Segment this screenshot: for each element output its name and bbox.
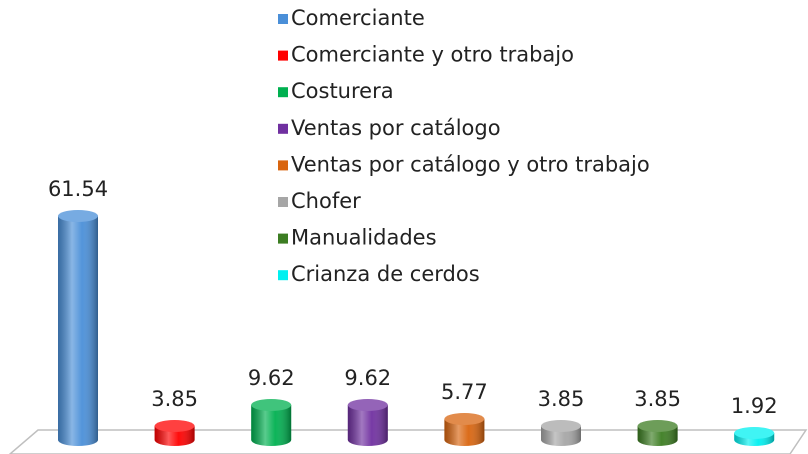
bar-top bbox=[347, 398, 388, 411]
bar-top bbox=[58, 210, 98, 222]
legend-label: Comerciante y otro trabajo bbox=[291, 43, 574, 67]
bar-shade bbox=[58, 216, 98, 446]
legend-swatch bbox=[278, 50, 288, 61]
data-label: 3.85 bbox=[634, 387, 681, 411]
legend-swatch bbox=[278, 160, 288, 171]
legend-label: Manualidades bbox=[291, 226, 437, 250]
data-label: 3.85 bbox=[538, 387, 585, 411]
bar bbox=[734, 427, 775, 446]
bar-top-light bbox=[541, 419, 581, 432]
bar bbox=[637, 419, 678, 446]
bar-top bbox=[734, 427, 775, 440]
legend-swatch bbox=[278, 14, 288, 24]
legend-label: Crianza de cerdos bbox=[291, 262, 480, 286]
legend-label: Comerciante bbox=[291, 6, 425, 30]
legend-label: Chofer bbox=[291, 189, 361, 213]
data-label: 5.77 bbox=[441, 380, 488, 404]
data-label: 3.85 bbox=[151, 387, 198, 411]
bar bbox=[444, 412, 485, 446]
bar-top bbox=[154, 419, 195, 432]
bar-top bbox=[541, 419, 581, 432]
legend-label: Costurera bbox=[291, 79, 394, 103]
bar-top-light bbox=[637, 419, 678, 432]
bar-top bbox=[637, 419, 678, 432]
bar bbox=[541, 419, 581, 446]
legend-swatch bbox=[278, 270, 288, 281]
data-label: 9.62 bbox=[344, 366, 391, 390]
bar-top-light bbox=[154, 419, 195, 432]
bar-shade bbox=[444, 418, 485, 446]
legend-label: Ventas por catálogo y otro trabajo bbox=[291, 152, 650, 176]
bar-top bbox=[251, 398, 292, 411]
bar-shade bbox=[251, 404, 292, 447]
bar-top bbox=[444, 412, 485, 425]
legend-swatch bbox=[278, 123, 288, 134]
bar-top-light bbox=[734, 427, 775, 440]
bar bbox=[154, 419, 195, 446]
data-label: 61.54 bbox=[48, 177, 108, 201]
data-label: 1.92 bbox=[731, 394, 778, 418]
legend-swatch bbox=[278, 87, 288, 98]
bar-top-light bbox=[347, 398, 388, 411]
bar bbox=[58, 210, 98, 446]
bar-top-light bbox=[251, 398, 292, 411]
bar bbox=[347, 398, 388, 446]
legend-label: Ventas por catálogo bbox=[291, 116, 501, 140]
bar-top-light bbox=[58, 210, 98, 222]
bar-top-light bbox=[444, 412, 485, 425]
legend-swatch bbox=[278, 197, 288, 207]
legend-swatch bbox=[278, 233, 288, 244]
bar-shade bbox=[347, 404, 388, 446]
data-label: 9.62 bbox=[248, 366, 295, 390]
bar bbox=[251, 398, 292, 447]
floor bbox=[8, 429, 808, 454]
